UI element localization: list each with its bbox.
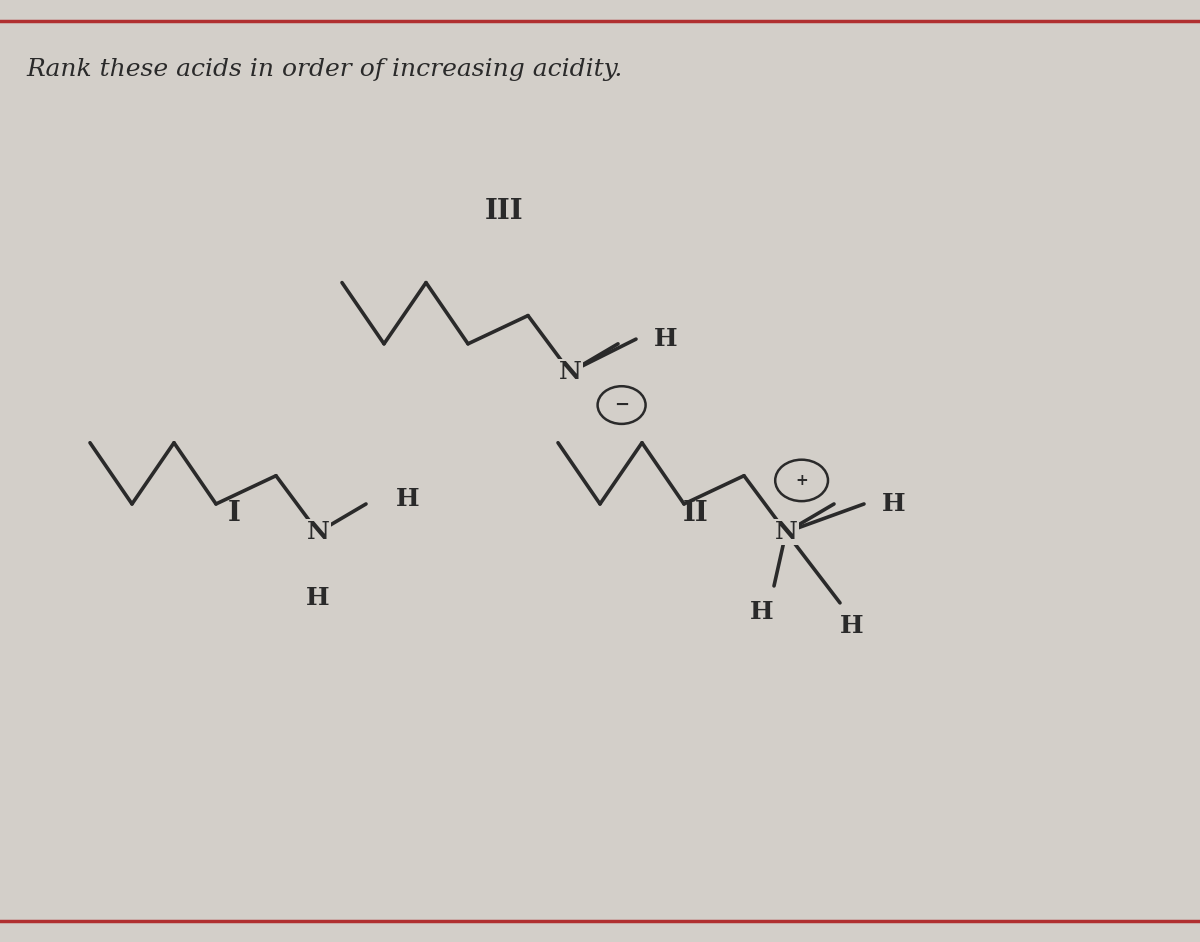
Text: N: N bbox=[774, 520, 798, 544]
Text: III: III bbox=[485, 199, 523, 225]
Text: −: − bbox=[614, 396, 629, 414]
Text: Rank these acids in order of increasing acidity.: Rank these acids in order of increasing … bbox=[26, 58, 623, 81]
Text: H: H bbox=[654, 327, 678, 351]
Text: I: I bbox=[228, 500, 240, 527]
Text: N: N bbox=[306, 520, 330, 544]
Text: H: H bbox=[750, 600, 774, 625]
Text: II: II bbox=[683, 500, 709, 527]
Text: H: H bbox=[840, 614, 864, 639]
Text: H: H bbox=[882, 492, 906, 516]
Text: N: N bbox=[558, 360, 582, 384]
Text: +: + bbox=[796, 473, 808, 488]
Text: H: H bbox=[396, 487, 420, 512]
Text: H: H bbox=[306, 586, 330, 610]
